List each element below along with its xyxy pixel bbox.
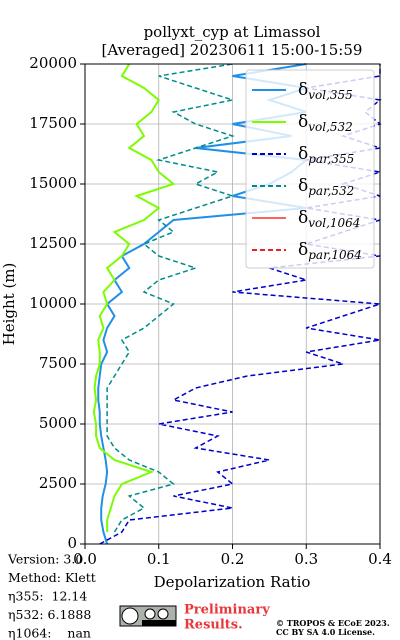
cc-logo: [119, 605, 177, 627]
annotation: η355: 12.14: [8, 589, 87, 604]
chart-subtitle: [Averaged] 20230611 15:00-15:59: [102, 41, 363, 59]
y-tick-label: 2500: [39, 474, 77, 492]
plot-frame: [84, 63, 381, 545]
x-tick-label: 0.2: [221, 550, 245, 568]
y-tick-label: 20000: [29, 54, 77, 72]
annotation: η1064: nan: [8, 626, 91, 640]
y-tick-label: 10000: [29, 294, 77, 312]
logo-text: Results.: [184, 618, 243, 633]
legend-label: δpar,1064: [298, 240, 362, 262]
y-tick-label: 7500: [39, 354, 77, 372]
y-tick-label: 0: [67, 534, 77, 552]
y-tick-label: 15000: [29, 174, 77, 192]
legend-label: δpar,355: [298, 144, 354, 166]
y-tick-label: 5000: [39, 414, 77, 432]
annotation: Version: 3.0: [7, 552, 83, 567]
legend-label: δvol,1064: [298, 208, 360, 230]
legend-label: δvol,532: [298, 112, 353, 134]
x-tick-label: 0.4: [368, 550, 392, 568]
license-text: © TROPOS & ECoE 2023.: [276, 618, 390, 628]
y-tick-label: 12500: [29, 234, 77, 252]
x-tick-label: 0.1: [147, 550, 171, 568]
annotation: η532: 6.1888: [8, 607, 91, 622]
legend-label: δvol,355: [298, 80, 353, 102]
x-tick-label: 0.0: [73, 550, 97, 568]
legend: δvol,355 δvol,532 δpar,355 δpar,532 δvol,106…: [245, 69, 375, 269]
series-line: [92, 63, 176, 532]
legend-label: δpar,532: [298, 176, 354, 198]
annotation: Method: Klett: [8, 570, 96, 585]
license-text: CC BY SA 4.0 License.: [276, 627, 375, 637]
y-axis-label: Height (m): [0, 263, 18, 346]
y-tick-label: 17500: [29, 114, 77, 132]
x-axis-label: Depolarization Ratio: [154, 573, 311, 591]
chart-title: pollyxt_cyp at Limassol: [144, 23, 321, 41]
x-tick-label: 0.3: [294, 550, 318, 568]
series-line: [106, 63, 236, 533]
logo-text: Preliminary: [184, 603, 270, 618]
